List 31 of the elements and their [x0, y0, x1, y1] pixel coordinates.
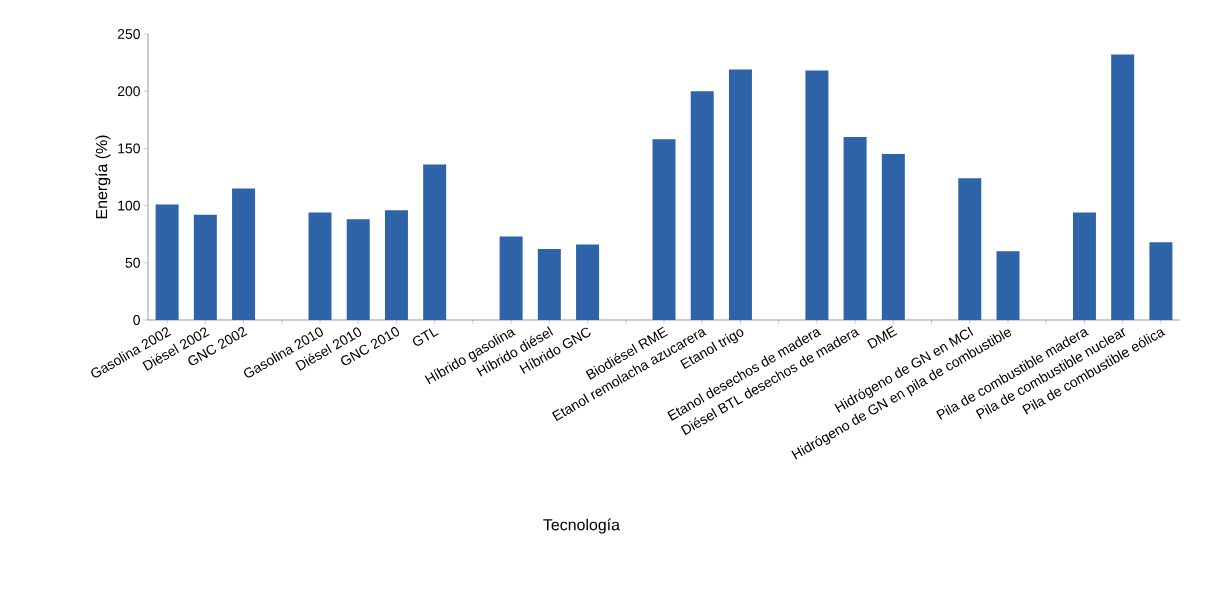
bar [690, 91, 714, 320]
bar [805, 70, 829, 320]
bar [576, 244, 600, 320]
y-axis-title: Energía (%) [95, 135, 111, 219]
y-tick-label: 150 [118, 143, 140, 154]
bar [843, 136, 867, 320]
bar [308, 212, 332, 320]
y-tick-label: 0 [133, 315, 140, 325]
bar [499, 236, 523, 320]
x-axis-title: Tecnología [543, 518, 620, 534]
bar [1149, 242, 1173, 320]
y-tick-label: 200 [117, 86, 140, 97]
x-tick-label: GTL [412, 328, 439, 346]
bar [996, 251, 1020, 320]
bar [652, 139, 676, 320]
bar [384, 210, 408, 320]
bar [232, 188, 256, 320]
bar [155, 204, 179, 320]
bar [728, 69, 752, 320]
bar [1072, 212, 1096, 320]
bar [881, 154, 905, 320]
bar [537, 249, 561, 320]
bar [1111, 54, 1135, 320]
bar [346, 219, 370, 320]
bar [193, 214, 217, 320]
y-tick-label: 50 [125, 257, 140, 268]
x-tick-label: DME [867, 326, 898, 349]
bar [958, 178, 982, 320]
y-tick-label: 100 [118, 200, 140, 211]
bar [423, 164, 447, 320]
y-tick-label: 250 [117, 29, 140, 39]
